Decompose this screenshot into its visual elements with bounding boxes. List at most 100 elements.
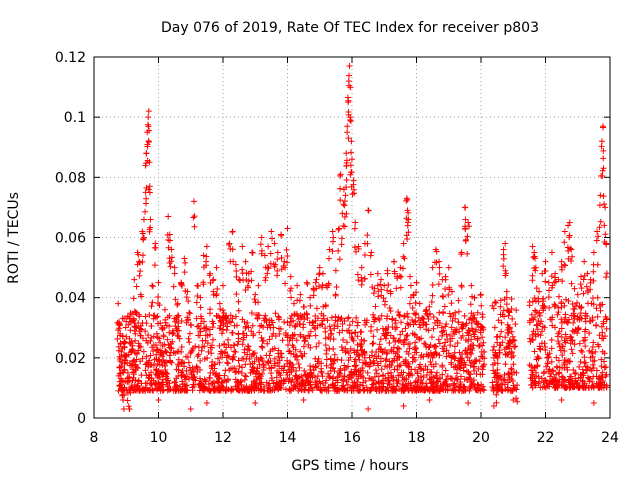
data-point [555,338,562,345]
data-point [149,386,156,393]
data-point [429,354,436,361]
data-point [545,354,552,361]
data-point [579,366,586,373]
data-point [548,345,555,352]
data-point [426,376,433,383]
data-point [149,299,156,306]
data-point [332,313,339,320]
data-point [393,285,400,292]
data-point [161,306,168,313]
data-point [416,300,423,307]
data-point [283,246,290,253]
data-point [430,325,437,332]
x-tick-label: 12 [214,430,232,446]
data-point [201,343,208,350]
data-point [544,360,551,367]
data-point [465,369,472,376]
data-point [558,319,565,326]
data-point [344,327,351,334]
data-point [361,252,368,259]
data-point [310,367,317,374]
data-point [570,367,577,374]
data-point [578,347,585,354]
data-point [286,363,293,370]
y-tick-label: 0.1 [64,110,86,126]
data-point [556,340,563,347]
data-point [202,327,209,334]
data-point [207,306,214,313]
data-point [542,343,549,350]
data-point [495,317,502,324]
data-point [430,314,437,321]
data-point [143,360,150,367]
data-point [564,366,571,373]
data-point [416,336,423,343]
data-point [316,264,323,271]
data-point [376,384,383,391]
data-point [335,226,342,233]
data-point [549,367,556,374]
data-point [337,197,344,204]
data-point [562,296,569,303]
data-point [494,369,501,376]
data-point [267,250,274,257]
data-point [187,350,194,357]
data-point [138,326,145,333]
data-point [461,312,468,319]
data-point [179,282,186,289]
data-point [130,295,137,302]
data-point [593,237,600,244]
data-point [172,296,179,303]
data-point [294,282,301,289]
data-point [220,326,227,333]
data-point [171,264,178,271]
data-point [230,258,237,265]
data-point [193,299,200,306]
data-point [505,370,512,377]
data-point [307,362,314,369]
data-point [300,333,307,340]
data-point [231,365,238,372]
data-point [562,331,569,338]
data-point [496,349,503,356]
data-point [121,338,128,345]
data-point [452,375,459,382]
data-point [327,355,334,362]
y-tick-label: 0.08 [55,170,86,186]
data-point [241,349,248,356]
data-point [307,369,314,376]
data-point [387,308,394,315]
data-point [397,331,404,338]
data-point [146,228,153,235]
data-point [480,339,487,346]
data-point [423,307,430,314]
data-point [267,357,274,364]
data-point [417,373,424,380]
data-point [506,374,513,381]
data-point [209,277,216,284]
data-point [317,387,324,394]
data-point [477,371,484,378]
data-point [117,383,124,390]
data-point [121,386,128,393]
data-point [350,186,357,193]
data-point [145,332,152,339]
data-point [235,298,242,305]
data-point [439,345,446,352]
data-point [386,381,393,388]
data-point [366,387,373,394]
data-point [460,383,467,390]
data-point [176,383,183,390]
data-point [581,328,588,335]
data-point [446,310,453,317]
data-point [152,244,159,251]
data-point [143,195,150,202]
data-point [561,378,568,385]
data-point [386,339,393,346]
data-point [577,281,584,288]
data-point [440,327,447,334]
data-point [262,274,269,281]
data-point [383,330,390,337]
data-point [404,310,411,317]
data-point [412,318,419,325]
